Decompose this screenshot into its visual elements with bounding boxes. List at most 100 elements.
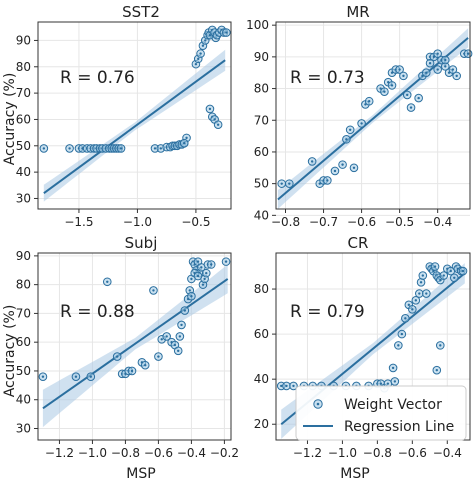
data-point-center xyxy=(185,136,188,140)
regression-line xyxy=(277,37,469,201)
data-point xyxy=(338,160,347,169)
x-tick-label: −0.6 xyxy=(398,446,427,460)
data-point-center xyxy=(194,62,198,66)
data-point-center xyxy=(360,122,363,125)
y-tick-label: 40 xyxy=(16,393,31,407)
data-point-center xyxy=(326,179,329,182)
data-point-center xyxy=(152,289,155,292)
data-point-center xyxy=(419,281,423,284)
x-axis-label: MSP xyxy=(126,466,155,482)
data-point-center xyxy=(285,384,288,388)
data-point-center xyxy=(406,93,409,97)
data-point-center xyxy=(367,100,371,103)
data-point-center xyxy=(183,141,186,145)
data-point xyxy=(345,125,355,135)
data-point xyxy=(430,262,440,271)
data-point xyxy=(187,291,196,301)
data-point-center xyxy=(201,283,205,286)
data-point xyxy=(425,58,435,68)
data-point xyxy=(458,266,468,276)
data-point xyxy=(452,71,461,81)
x-tick-label: −1.0 xyxy=(78,446,107,460)
data-point-center xyxy=(106,280,109,283)
data-point xyxy=(39,144,49,153)
data-point xyxy=(213,120,223,130)
x-tick-label: −0.7 xyxy=(309,215,338,229)
data-point-center xyxy=(204,39,207,42)
data-point-center xyxy=(439,278,442,282)
data-point xyxy=(330,166,340,176)
y-tick-label: 40 xyxy=(16,165,31,179)
y-tick-label: 60 xyxy=(16,112,31,126)
data-point xyxy=(422,289,431,298)
confidence-band xyxy=(42,264,228,428)
data-point-center xyxy=(417,96,420,100)
data-point-center xyxy=(348,128,352,131)
data-point-center xyxy=(210,263,213,266)
r-annotation: R = 0.88 xyxy=(60,302,135,322)
x-tick-label: −0.4 xyxy=(177,446,206,460)
data-point-center xyxy=(119,147,123,150)
legend: Weight Vector Regression Line xyxy=(295,385,467,441)
data-point xyxy=(177,320,186,330)
data-point xyxy=(180,306,190,315)
data-point xyxy=(196,49,205,58)
y-tick-label: 50 xyxy=(16,139,31,153)
data-point-center xyxy=(42,147,46,150)
data-point-center xyxy=(436,52,439,55)
y-tick-label: 70 xyxy=(16,306,31,320)
x-tick-label: −0.8 xyxy=(111,446,140,460)
data-point-center xyxy=(404,317,407,320)
data-point-center xyxy=(379,382,383,385)
data-point-center xyxy=(400,332,404,336)
data-point-center xyxy=(177,349,180,353)
data-point-center xyxy=(397,344,400,347)
data-point xyxy=(406,103,416,112)
plot-area: −0.8 −0.7 −0.6 −0.5 −0.4 40 50 60 70 80 90 100 xyxy=(246,18,473,229)
data-point xyxy=(411,296,421,305)
x-tick-label: −1.5 xyxy=(64,215,93,229)
data-point-center xyxy=(310,160,314,163)
data-point-center xyxy=(449,269,452,273)
data-point-center xyxy=(418,292,421,295)
axes-frame xyxy=(37,21,232,210)
legend-label-weight-vector: Weight Vector xyxy=(344,397,442,413)
data-point xyxy=(415,289,424,298)
data-point-center xyxy=(398,68,401,71)
data-point xyxy=(399,71,408,81)
data-point xyxy=(342,134,351,144)
panel-mr: −0.8 −0.7 −0.6 −0.5 −0.4 40 50 60 70 80 90 100 MR R… xyxy=(246,3,473,229)
data-point-center xyxy=(68,147,71,150)
data-point-center xyxy=(89,375,92,378)
data-point-center xyxy=(345,138,348,141)
x-tick-label: −0.6 xyxy=(347,215,376,229)
x-tick-label: −1.2 xyxy=(293,446,322,460)
data-point xyxy=(440,55,450,65)
data-point xyxy=(364,96,374,106)
data-point-center xyxy=(386,382,390,385)
data-point-center xyxy=(157,355,160,358)
data-point-center xyxy=(196,260,200,263)
data-point-center xyxy=(444,58,447,62)
y-tick-label: 80 xyxy=(254,82,269,96)
data-point-center xyxy=(421,274,425,277)
data-point-center xyxy=(224,260,228,263)
data-point xyxy=(435,341,445,350)
data-point-center xyxy=(352,166,356,169)
data-point-center xyxy=(188,289,191,292)
y-tick-label: 60 xyxy=(254,145,269,159)
legend-label-regression-line: Regression Line xyxy=(344,419,454,435)
x-tick-label: −0.2 xyxy=(210,446,239,460)
data-point-center xyxy=(466,52,470,55)
y-tick-label: 40 xyxy=(254,372,269,386)
y-tick-label: 50 xyxy=(254,177,269,191)
data-point xyxy=(357,119,366,128)
plot-area: −1.2 −1.0 −0.8 −0.6 −0.4 −0.2 30 40 50 60 70 80 90 xyxy=(16,249,239,460)
data-point xyxy=(390,377,400,386)
data-point-center xyxy=(414,299,418,302)
data-point xyxy=(401,314,410,323)
data-point-center xyxy=(159,147,163,150)
data-point xyxy=(154,352,163,361)
data-point-center xyxy=(200,266,203,269)
data-point-center xyxy=(402,74,405,78)
